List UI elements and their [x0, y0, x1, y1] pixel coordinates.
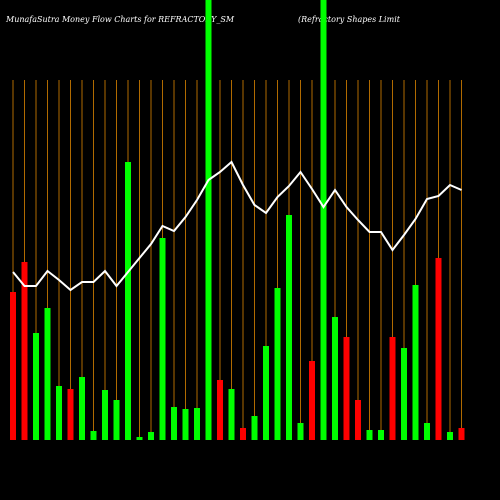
- chart-title: MunafaSutra Money Flow Charts for REFRAC…: [5, 15, 235, 24]
- bar: [389, 337, 396, 440]
- bar: [33, 333, 39, 440]
- bar: [148, 432, 154, 440]
- bar: [205, 0, 212, 440]
- bar: [286, 215, 292, 440]
- bar: [309, 361, 315, 440]
- bar: [159, 238, 166, 440]
- bar: [355, 400, 361, 440]
- bar: [447, 432, 453, 440]
- bar: [10, 292, 16, 440]
- bar: [458, 428, 465, 440]
- bar: [320, 0, 327, 440]
- money-flow-line: [12, 160, 462, 292]
- bar: [366, 430, 373, 440]
- bar: [228, 389, 235, 440]
- bar: [44, 308, 51, 440]
- bar: [240, 428, 246, 440]
- bar: [56, 386, 62, 440]
- bar: [274, 288, 281, 440]
- bar: [194, 408, 200, 440]
- bar: [343, 337, 350, 440]
- bar: [21, 262, 28, 440]
- bar: [378, 430, 384, 440]
- bar: [435, 258, 442, 440]
- chart-subtitle: (Refractory Shapes Limit: [298, 15, 401, 24]
- bar: [401, 348, 407, 440]
- bar: [125, 162, 131, 440]
- bar: [182, 409, 189, 440]
- bar: [332, 317, 338, 440]
- bar: [171, 407, 177, 440]
- bar: [90, 431, 97, 440]
- bar: [102, 390, 108, 440]
- bar: [424, 423, 430, 440]
- bar: [217, 380, 223, 440]
- bar: [412, 285, 419, 440]
- bar: [79, 377, 85, 440]
- bar: [67, 389, 74, 440]
- bar: [136, 437, 143, 440]
- bar: [113, 400, 120, 440]
- bar: [251, 416, 258, 440]
- bar: [297, 423, 304, 440]
- bar: [263, 346, 269, 440]
